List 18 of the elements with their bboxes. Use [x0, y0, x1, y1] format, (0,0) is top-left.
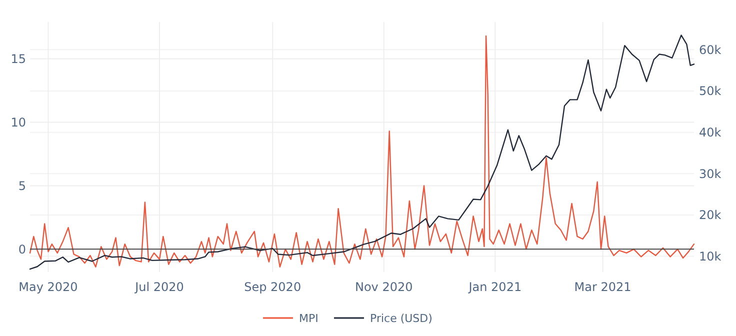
- x-tick-label: Jan 2021: [468, 280, 522, 294]
- y2-tick-label: 30k: [699, 166, 722, 181]
- y2-tick-label: 10k: [699, 250, 722, 264]
- legend-label: MPI: [299, 312, 318, 325]
- y-tick-label: 10: [10, 115, 26, 130]
- y2-tick-label: 20k: [699, 208, 722, 222]
- x-tick-label: Jul 2020: [134, 280, 184, 294]
- legend-label: Price (USD): [370, 312, 432, 325]
- x-tick-label: Sep 2020: [244, 280, 302, 294]
- y2-tick-label: 60k: [699, 42, 722, 57]
- y-tick-label: 5: [18, 178, 26, 193]
- y2-tick-label: 50k: [699, 84, 722, 98]
- y-tick-label: 15: [10, 52, 26, 66]
- x-tick-label: May 2020: [18, 280, 78, 294]
- x-tick-label: Mar 2021: [574, 280, 632, 294]
- y-tick-label: 0: [18, 242, 26, 256]
- x-tick-label: Nov 2020: [355, 280, 413, 294]
- y2-tick-label: 40k: [699, 126, 722, 140]
